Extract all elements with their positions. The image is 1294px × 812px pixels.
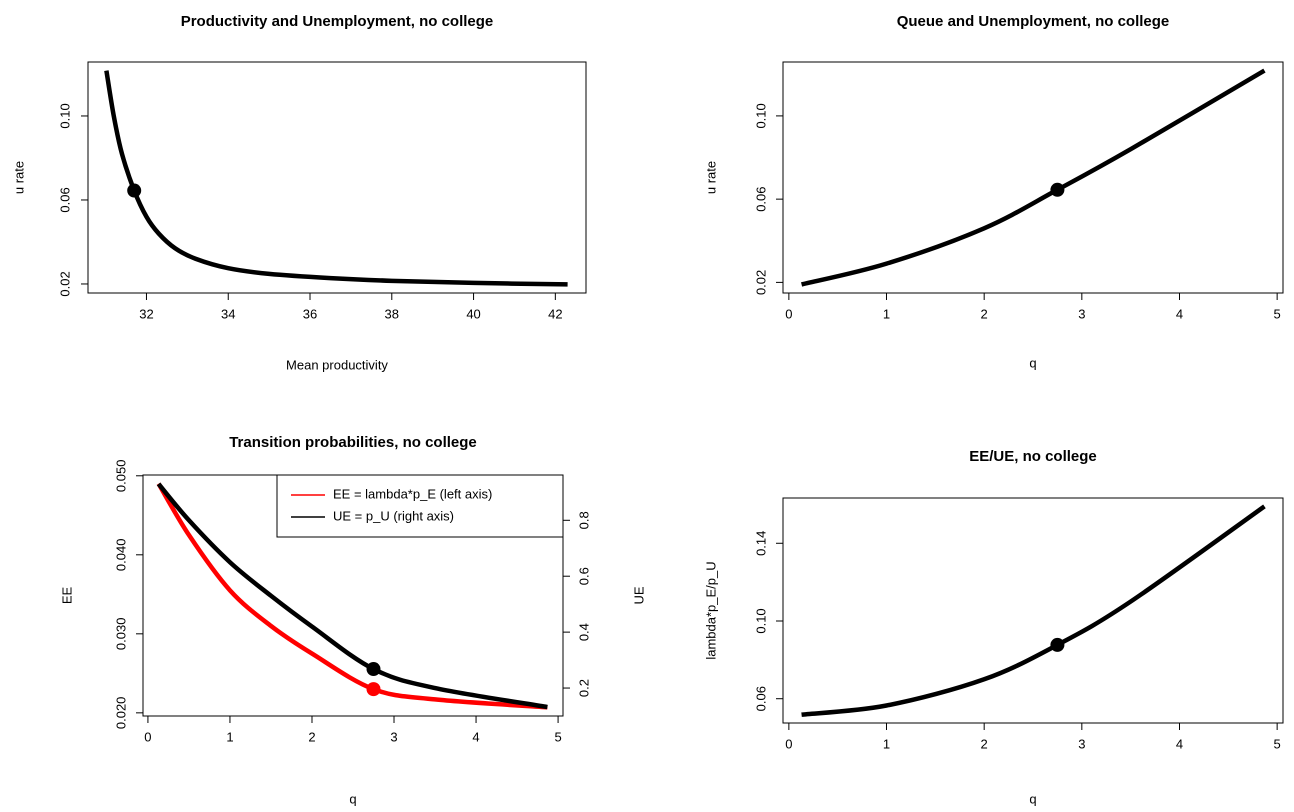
x-tick-label: 5 [1274, 736, 1281, 751]
x-tick-label: 42 [548, 306, 562, 321]
highlight-point [366, 662, 381, 677]
x-tick-label: 5 [554, 729, 561, 744]
y2-tick-label: 0.4 [576, 623, 591, 641]
y2-tick-label: 0.6 [576, 567, 591, 585]
y-axis-label: EE [59, 587, 74, 605]
y2-tick-label: 0.2 [576, 679, 591, 697]
x-tick-label: 32 [139, 306, 153, 321]
legend-label: EE = lambda*p_E (left axis) [333, 486, 492, 501]
y-tick-label: 0.06 [753, 186, 768, 211]
x-tick-label: 4 [472, 729, 479, 744]
y-tick-label: 0.10 [753, 608, 768, 633]
y-tick-label: 0.14 [753, 531, 768, 556]
x-axis-label: q [1029, 791, 1036, 806]
legend-box [276, 474, 564, 538]
y-axis-label: u rate [703, 161, 718, 194]
x-tick-label: 0 [785, 306, 792, 321]
x-tick-label: 2 [981, 736, 988, 751]
x-tick-label: 40 [466, 306, 480, 321]
x-tick-label: 3 [390, 729, 397, 744]
y2-tick-label: 0.8 [576, 511, 591, 529]
x-tick-label: 1 [883, 306, 890, 321]
y2-axis-label: UE [631, 586, 646, 604]
x-axis-label: q [349, 791, 356, 806]
x-tick-label: 5 [1274, 306, 1281, 321]
legend-label: UE = p_U (right axis) [333, 508, 454, 523]
x-tick-label: 3 [1078, 306, 1085, 321]
x-tick-label: 4 [1176, 736, 1183, 751]
x-tick-label: 0 [144, 729, 151, 744]
plot-frame [782, 497, 1284, 724]
highlight-point [1050, 637, 1065, 652]
x-tick-label: 2 [981, 306, 988, 321]
y-tick-label: 0.10 [57, 103, 72, 128]
y-tick-label: 0.050 [113, 460, 128, 493]
x-tick-label: 38 [385, 306, 399, 321]
y-tick-label: 0.030 [113, 618, 128, 651]
x-tick-label: 1 [226, 729, 233, 744]
x-axis-label: q [1029, 355, 1036, 370]
chart-title: Queue and Unemployment, no college [897, 13, 1170, 30]
plot-frame [782, 61, 1284, 294]
plot-frame [87, 61, 587, 294]
y-tick-label: 0.02 [57, 271, 72, 296]
x-tick-label: 4 [1176, 306, 1183, 321]
x-tick-label: 3 [1078, 736, 1085, 751]
chart-title: EE/UE, no college [969, 448, 1097, 465]
chart-title: Transition probabilities, no college [229, 434, 477, 451]
chart-title: Productivity and Unemployment, no colleg… [181, 13, 494, 30]
y-tick-label: 0.020 [113, 697, 128, 730]
series-line [104, 70, 568, 287]
highlight-point [127, 183, 142, 198]
x-tick-label: 36 [303, 306, 317, 321]
x-tick-label: 1 [883, 736, 890, 751]
y-axis-label: lambda*p_E/p_U [703, 561, 718, 659]
x-tick-label: 0 [785, 736, 792, 751]
x-tick-label: 2 [308, 729, 315, 744]
x-axis-label: Mean productivity [286, 357, 388, 372]
highlight-point [1050, 182, 1065, 197]
y-axis-label: u rate [11, 161, 26, 194]
series-line [801, 504, 1266, 717]
y-tick-label: 0.10 [753, 103, 768, 128]
y-tick-label: 0.06 [753, 686, 768, 711]
series-line [156, 482, 548, 710]
y-tick-label: 0.040 [113, 539, 128, 572]
y-tick-label: 0.06 [57, 187, 72, 212]
series-line [801, 68, 1266, 287]
highlight-point [366, 682, 381, 697]
x-tick-label: 34 [221, 306, 235, 321]
y-tick-label: 0.02 [753, 270, 768, 295]
series-line [156, 482, 548, 710]
